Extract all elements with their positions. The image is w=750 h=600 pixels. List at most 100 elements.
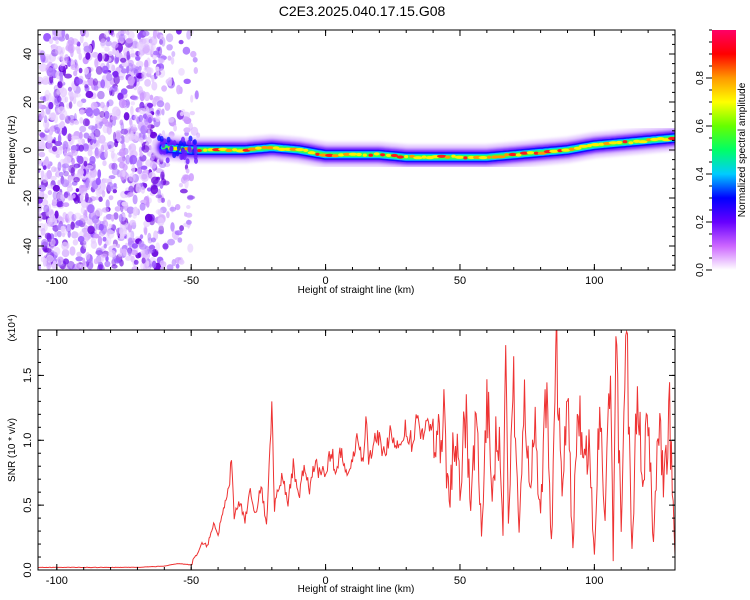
noise-speckle-dot [159,180,164,189]
noise-speckle-dot [118,213,123,223]
noise-speckle-dot [86,219,94,225]
noise-speckle-dot [157,197,162,203]
noise-speckle-dot [51,198,58,207]
noise-speckle-dot [66,144,71,153]
noise-speckle-dot [89,136,94,146]
ridge-peak-blob [668,136,675,141]
noise-speckle-dot [61,249,70,258]
noise-speckle-dot [93,85,99,91]
noise-speckle-dot [175,204,181,211]
noise-speckle-dot [50,175,57,181]
noise-speckle-dot [136,60,144,68]
ridge-peak-blob [315,152,320,156]
ridge-peak-blob [590,143,601,147]
noise-speckle-dot [142,30,150,37]
noise-speckle-dot [98,223,104,231]
noise-speckle-dot [144,213,153,223]
snr-x-tick-label: 100 [585,575,603,587]
noise-speckle-dot [111,168,120,176]
noise-speckle-dot [111,264,118,269]
noise-speckle-dot [118,98,127,109]
noise-speckle-dot [97,236,103,246]
noise-speckle-dot [146,200,150,208]
noise-speckle-dot [54,45,63,55]
noise-speckle-dot [104,46,110,52]
noise-speckle-dot [61,56,65,67]
noise-speckle-dot [70,64,78,71]
ridge-peak-blob [451,154,456,158]
noise-speckle-dot [39,132,46,138]
ridge-peak-blob [463,156,468,160]
noise-speckle-dot [127,237,133,245]
noise-speckle-dot [130,127,137,133]
ridge-peak-blob [303,148,309,152]
noise-speckle-dot [74,92,81,98]
noise-speckle-dot [167,77,173,87]
noise-speckle-dot [131,243,138,249]
noise-speckle-dot [134,131,140,142]
noise-speckle-dot [190,94,194,103]
noise-speckle-dot [38,247,44,257]
noise-speckle-dot [100,38,107,49]
noise-speckle-dot [183,78,191,85]
colorbar-tick-label: 0.2 [695,215,706,229]
noise-speckle-dot [70,145,78,151]
noise-speckle-dot [92,78,98,87]
noise-speckle-dot [44,248,52,253]
noise-speckle-dot [76,251,82,257]
snr-y-ticks: 0.0 0.5 1.0 1.5 [22,335,675,578]
noise-speckle-dot [47,190,53,196]
noise-speckle-dot [178,183,183,188]
noise-speckle-dot [141,257,146,264]
noise-speckle-dot [68,176,74,183]
noise-speckle-dot [83,45,92,53]
noise-speckle-dot [102,160,107,167]
noise-speckle-dot [102,236,107,242]
noise-speckle-dot [78,144,85,152]
noise-speckle-dot [139,152,144,157]
noise-speckle-dot [87,204,95,214]
noise-speckle-dot [128,185,134,194]
noise-speckle-dot [46,261,52,270]
noise-speckle-dot [111,32,116,38]
spectrogram-x-tick-label: -100 [46,275,68,287]
noise-speckle-dot [77,138,85,144]
noise-speckle-dot [93,258,99,265]
noise-speckle-dot [112,243,117,248]
noise-speckle-dot [116,228,120,237]
noise-speckle-dot [133,114,138,121]
ridge-peak-blob [444,155,451,159]
noise-speckle-dot [90,240,98,249]
spectrogram-y-tick-label: -20 [22,190,34,206]
noise-speckle-dot [112,188,118,194]
noise-speckle-dot [176,30,182,35]
noise-speckle-dot [121,61,129,67]
noise-speckle-dot [79,109,85,115]
noise-speckle-dot [95,148,102,158]
noise-speckle-dot [123,112,130,121]
noise-speckle-dot [76,41,81,47]
noise-speckle-dot [110,85,118,93]
noise-speckle-dot [184,178,189,189]
noise-speckle-dot [71,231,80,239]
noise-speckle-dot [122,170,126,178]
noise-speckle-dot [99,110,106,118]
noise-speckle-dot [66,186,73,192]
noise-speckle-dot [128,145,132,151]
noise-speckle-dot [181,116,190,122]
noise-speckle-dot [120,30,127,35]
ridge-peak-blob [385,153,392,157]
noise-speckle-dot [155,168,163,174]
noise-speckle-dot [120,88,128,95]
ridge-peak-blob [265,146,275,150]
spectrogram-x-tick-label: -50 [183,275,199,287]
noise-speckle-dot [114,257,121,264]
noise-speckle-dot [91,215,99,224]
noise-speckle-dot [70,38,79,45]
noise-speckle-dot [186,205,191,209]
noise-speckle-dot [67,37,75,46]
noise-speckle-dot [95,247,103,256]
noise-speckle-dot [128,148,136,156]
noise-speckle-dot [157,209,161,216]
noise-speckle-dot [45,254,54,263]
